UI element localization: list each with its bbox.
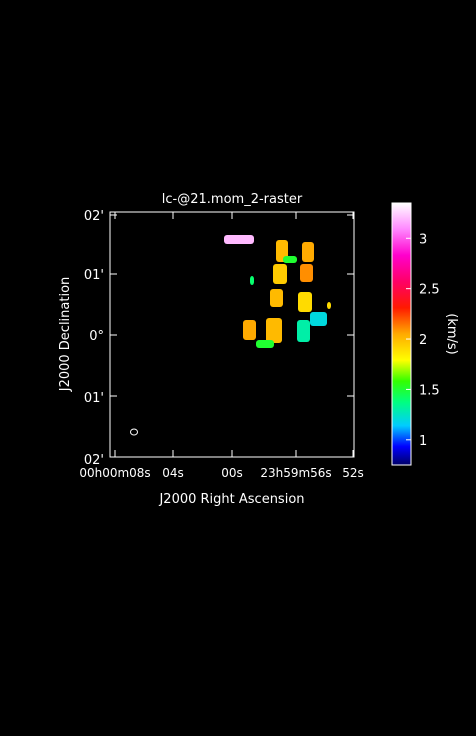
- colorbar-tick-label: 2: [419, 333, 427, 348]
- y-tick-label: 0°: [89, 329, 104, 344]
- colorbar-tick-label: 1: [419, 434, 427, 449]
- y-axis-label: J2000 Declination: [58, 277, 73, 393]
- emission-clump: [270, 289, 283, 307]
- colorbar-tick-label: 1.5: [419, 383, 440, 398]
- y-tick-label: 02': [84, 209, 104, 224]
- beam-ellipse: [130, 428, 138, 436]
- colorbar-tick-label: 3: [419, 232, 427, 247]
- emission-clumps: [224, 235, 331, 348]
- y-tick-label: 01': [84, 268, 104, 283]
- emission-clump: [266, 318, 282, 343]
- emission-clump: [300, 264, 313, 282]
- emission-clump: [250, 276, 254, 285]
- emission-clump: [297, 320, 310, 342]
- colorbar-label: (km/s): [444, 313, 459, 355]
- emission-clump: [273, 264, 287, 284]
- emission-clump: [327, 302, 331, 309]
- plot-frame: [109, 211, 355, 458]
- y-tick-label: 01': [84, 391, 104, 406]
- x-tick-label: 00h00m08s: [79, 466, 150, 480]
- colorbar-tick-labels: 1 1.5 2 2.5 3: [419, 232, 440, 449]
- emission-clump: [298, 292, 312, 312]
- x-tick-label: 52s: [342, 466, 364, 480]
- axis-ticks: [110, 212, 354, 458]
- colorbar-ticks: [406, 237, 411, 441]
- emission-clump: [310, 312, 327, 326]
- x-tick-label: 04s: [162, 466, 184, 480]
- x-tick-labels: 00h00m08s 04s 00s 23h59m56s 52s: [79, 466, 363, 480]
- emission-clump: [243, 320, 256, 340]
- emission-clump: [256, 340, 274, 348]
- y-tick-label: 02': [84, 453, 104, 468]
- chart-title: lc-@21.mom_2-raster: [162, 192, 303, 207]
- y-tick-labels: 02' 01' 0° 01' 02': [84, 209, 104, 468]
- colorbar: [391, 202, 412, 466]
- emission-clump: [224, 235, 254, 244]
- emission-clump: [283, 256, 297, 263]
- colorbar-tick-label: 2.5: [419, 283, 440, 298]
- x-tick-label: 00s: [221, 466, 243, 480]
- emission-clump: [302, 242, 314, 262]
- x-axis-label: J2000 Right Ascension: [158, 492, 304, 507]
- x-tick-label: 23h59m56s: [260, 466, 331, 480]
